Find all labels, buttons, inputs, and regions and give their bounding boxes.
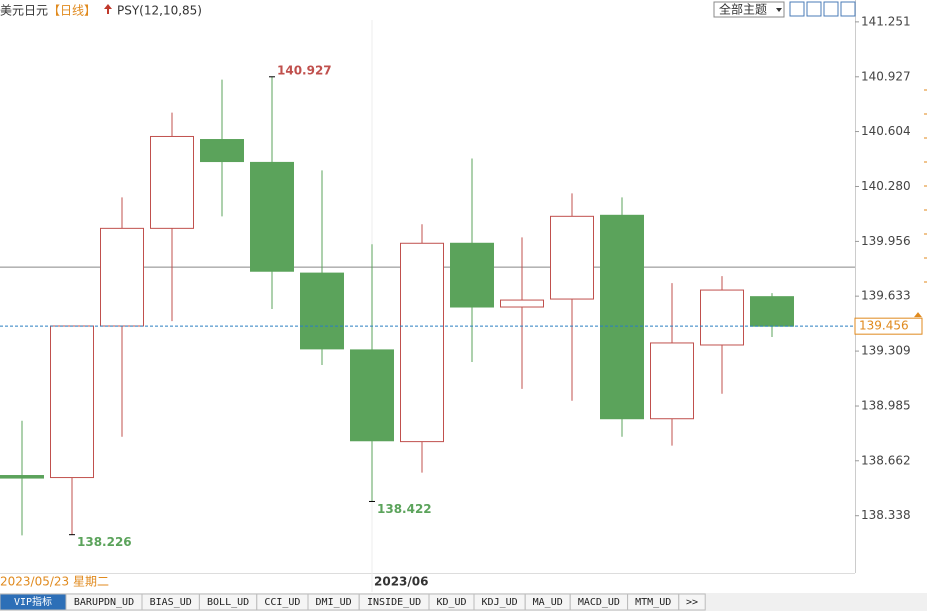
candle-body — [100, 227, 144, 327]
candle-body — [350, 349, 394, 442]
low-label: 138.226 — [77, 535, 132, 549]
tab-label[interactable]: MA_UD — [533, 597, 563, 608]
y-tick-label: 139.956 — [861, 234, 911, 248]
chart-title: 美元日元 — [0, 4, 48, 18]
last-price-box — [854, 317, 923, 335]
y-tick-label: 140.604 — [861, 124, 911, 138]
tool-icon[interactable] — [823, 1, 839, 17]
low-label: 138.422 — [377, 502, 432, 516]
dropdown-arrow — [776, 8, 782, 12]
y-tick-label: 140.280 — [861, 179, 911, 193]
theme-button-label[interactable]: 全部主题 — [719, 2, 767, 17]
candle-body — [300, 272, 344, 350]
candle-body — [250, 161, 294, 272]
tab-label[interactable]: KDJ_UD — [482, 597, 518, 608]
tab-label[interactable]: BIAS_UD — [150, 597, 192, 608]
indicator: PSY(12,10,85) — [117, 4, 202, 18]
tab-label[interactable]: CCI_UD — [264, 597, 300, 608]
candle-body — [450, 242, 494, 308]
tab-label[interactable]: BOLL_UD — [207, 597, 249, 608]
indicator-icon — [104, 4, 112, 14]
x-tick-label: 2023/06 — [374, 575, 428, 589]
tool-icon[interactable] — [840, 1, 856, 17]
y-tick-label: 138.985 — [861, 399, 911, 413]
candle-body — [200, 139, 244, 163]
tab-label[interactable]: MTM_UD — [635, 597, 671, 608]
x-tick-label: 2023/05/23 星期二 — [0, 575, 109, 589]
last-price-arrow — [914, 312, 922, 318]
y-tick-label: 139.633 — [861, 289, 911, 303]
candle-body — [500, 299, 544, 308]
candle-body — [550, 215, 594, 300]
candle-body — [150, 135, 194, 229]
y-tick-label: 141.251 — [861, 14, 911, 28]
high-label: 140.927 — [277, 63, 332, 77]
tab-label[interactable]: INSIDE_UD — [367, 597, 421, 608]
y-tick-label: 140.927 — [861, 69, 911, 83]
last-price-label: 139.456 — [859, 319, 909, 333]
tab-label[interactable]: >> — [686, 597, 698, 608]
tab-label[interactable]: BARUPDN_UD — [74, 597, 134, 608]
tab-label[interactable]: DMI_UD — [316, 597, 352, 608]
candle-body — [650, 342, 694, 420]
tab-label[interactable]: MACD_UD — [578, 597, 620, 608]
toolbar — [789, 1, 856, 17]
candle-body — [50, 325, 94, 479]
y-tick-label: 139.309 — [861, 344, 911, 358]
tab-label[interactable]: KD_UD — [436, 597, 466, 608]
candle-body — [0, 475, 44, 479]
period: 【日线】 — [48, 4, 96, 18]
theme-button[interactable] — [713, 1, 785, 18]
y-tick-label: 138.662 — [861, 453, 911, 467]
y-tick-label: 138.338 — [861, 508, 911, 522]
tab[interactable] — [678, 593, 706, 611]
tab-label[interactable]: VIP指标 — [14, 595, 52, 608]
tool-icon[interactable] — [806, 1, 822, 17]
candle-body — [600, 214, 644, 420]
tool-icon[interactable] — [789, 1, 805, 17]
candle-body — [750, 296, 794, 327]
candle-body — [700, 289, 744, 346]
candle-body — [400, 242, 444, 443]
